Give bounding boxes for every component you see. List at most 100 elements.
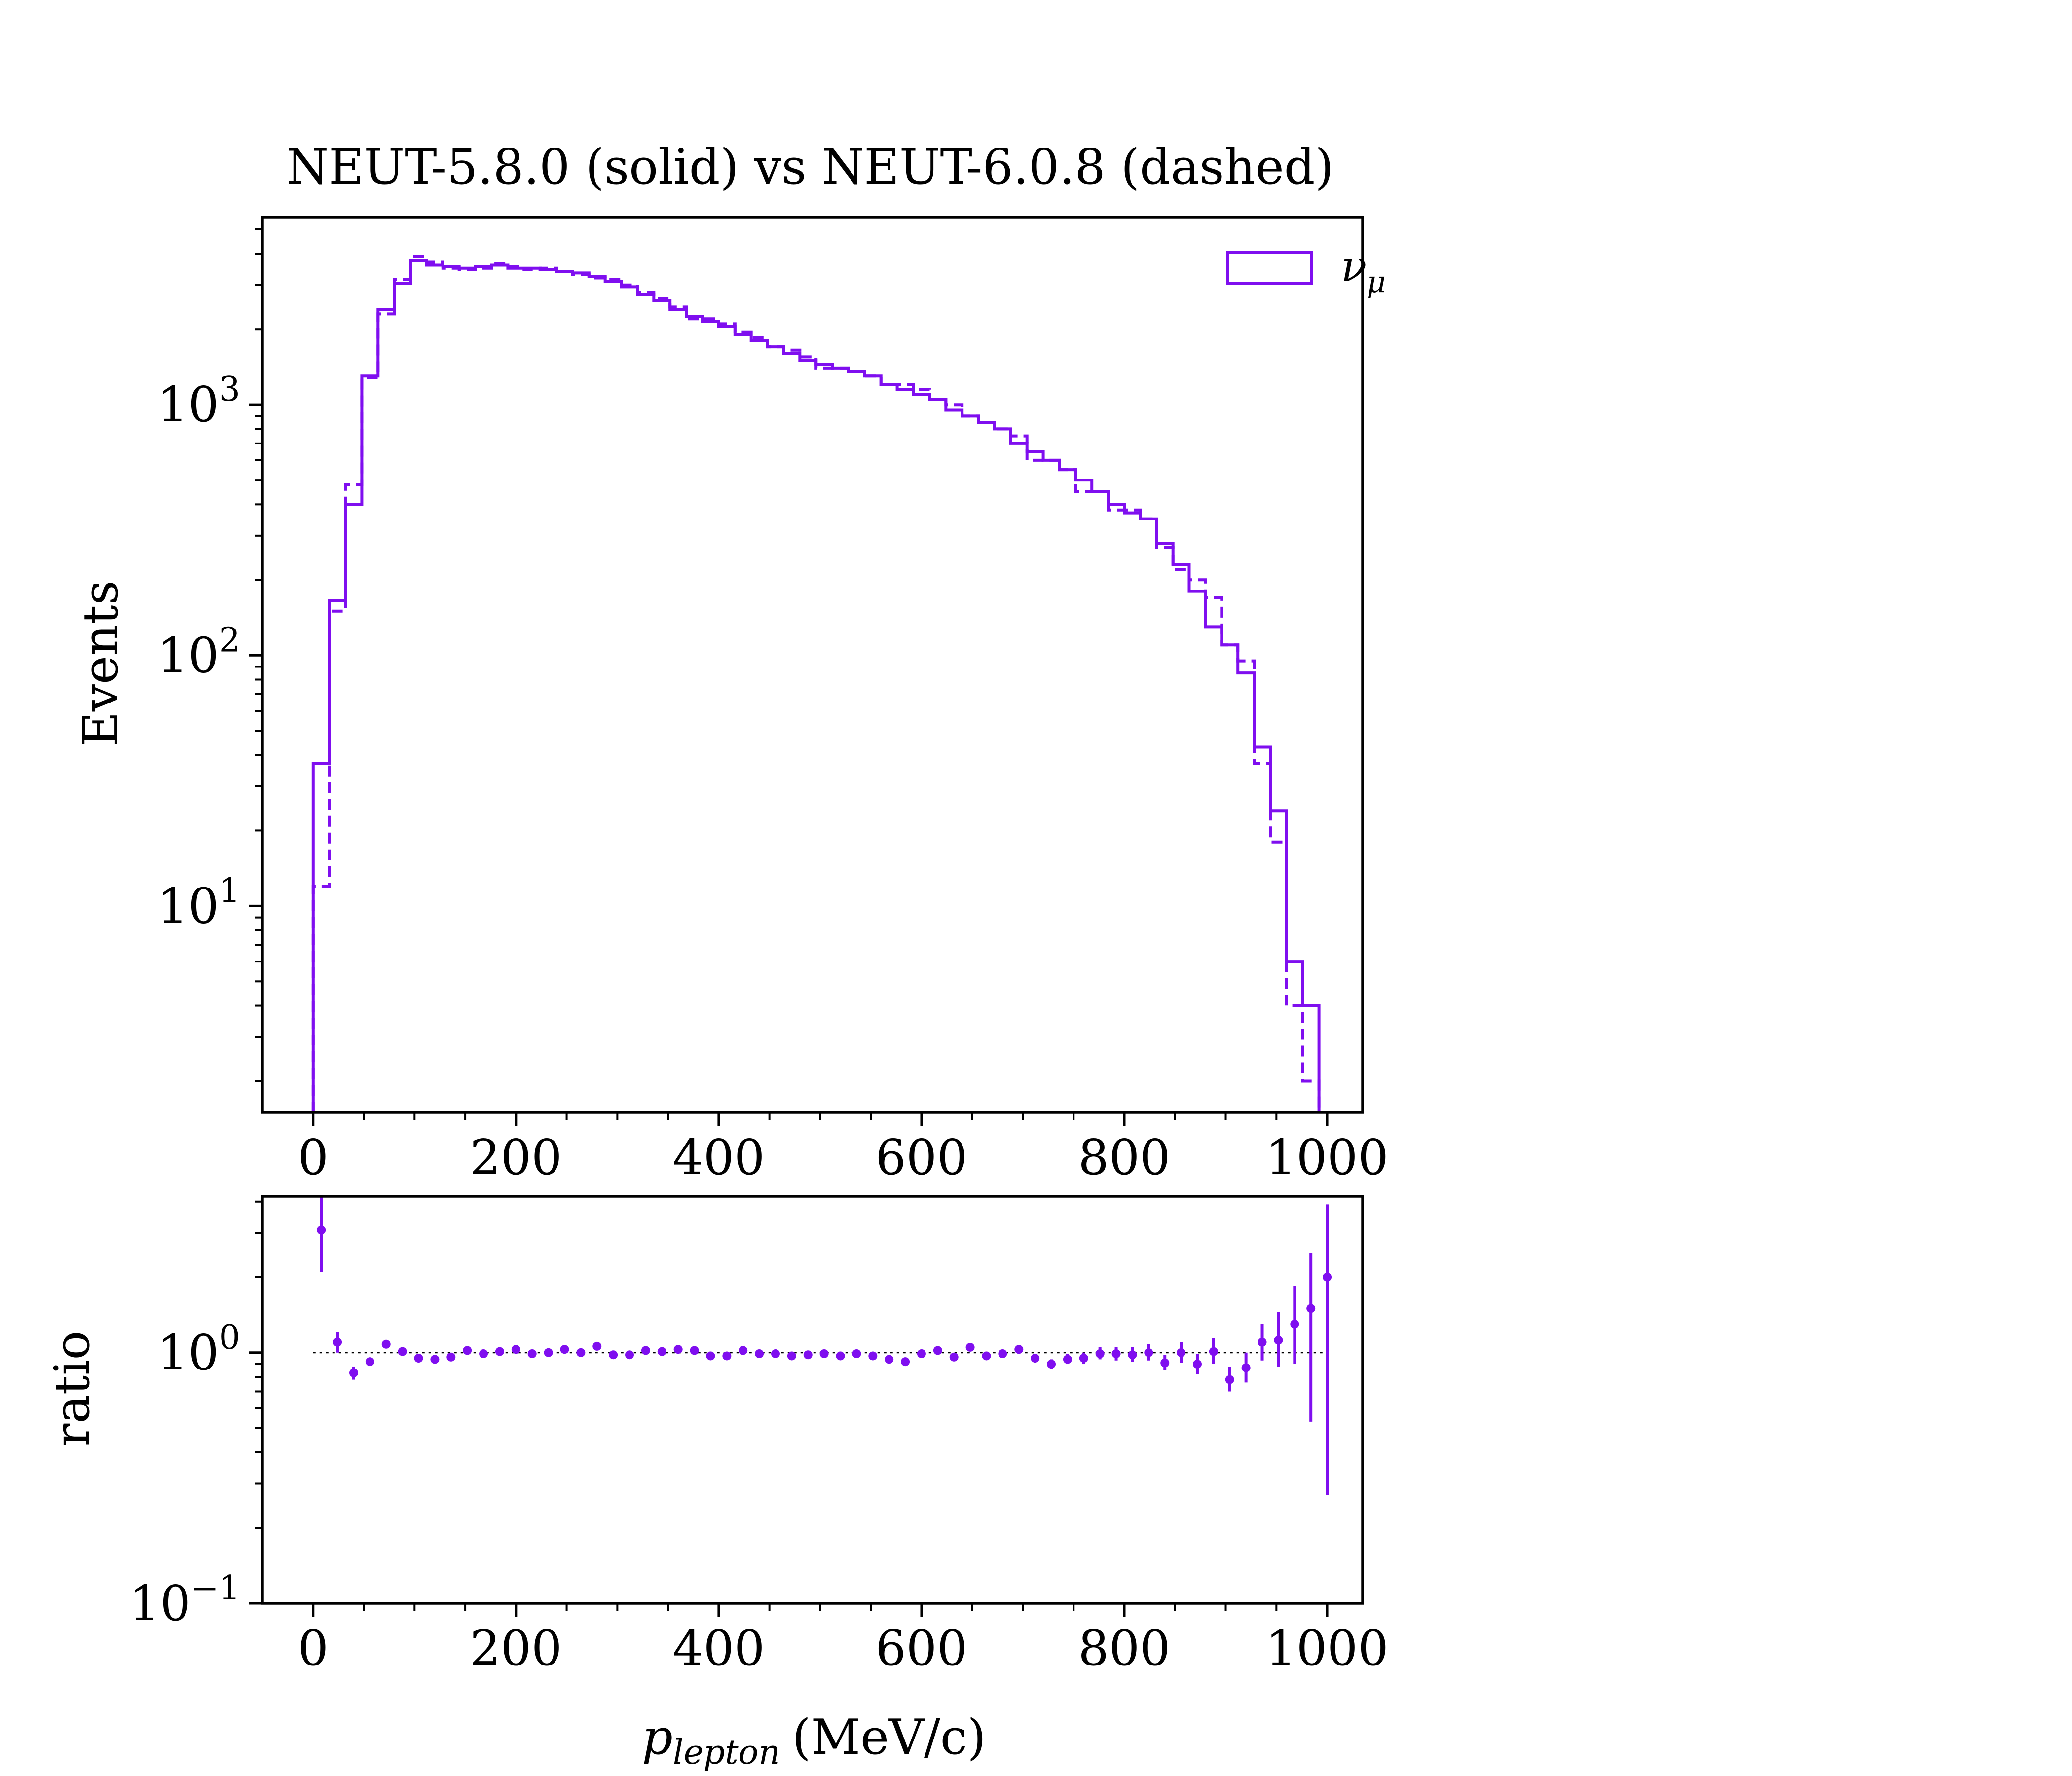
ratio-point (1209, 1347, 1218, 1356)
ratio-point (1323, 1272, 1332, 1282)
y-tick-exponent: 1 (219, 871, 240, 910)
ratio-point (706, 1351, 715, 1361)
ratio-point (885, 1355, 894, 1364)
ratio-point (479, 1349, 488, 1358)
x-tick-label-top: 800 (1078, 1130, 1170, 1186)
ratio-point (933, 1346, 942, 1355)
y-tick-label-bottom: 10−1 (129, 1569, 240, 1632)
ratio-point (592, 1341, 602, 1351)
x-axis-label-unit: (MeV/c) (792, 1709, 986, 1766)
ratio-point (641, 1346, 650, 1355)
ratio-point (1144, 1348, 1153, 1357)
ratio-point (965, 1342, 975, 1352)
ratio-point (1047, 1360, 1056, 1369)
ratio-point (625, 1350, 634, 1360)
y-tick-exponent: 0 (219, 1318, 240, 1357)
ratio-point (1063, 1355, 1072, 1364)
x-axis-label-base: p (642, 1709, 673, 1766)
ratio-point (1095, 1349, 1105, 1358)
ratio-point (755, 1349, 764, 1358)
ratio-point (836, 1351, 845, 1361)
histogram-dashed-series (311, 255, 1321, 1112)
ratio-point (771, 1349, 780, 1358)
histogram-layer (311, 255, 1321, 1112)
ratio-point (949, 1352, 959, 1362)
ratio-point (381, 1339, 391, 1349)
y-tick-label-top: 102 (157, 621, 240, 684)
x-tick-label-bottom: 200 (470, 1621, 562, 1677)
ratio-point (1241, 1363, 1251, 1372)
legend-label-base: ν (1341, 242, 1367, 292)
ratio-point (1290, 1319, 1299, 1329)
legend: νμ (1226, 242, 1386, 299)
y-tick-base: 10 (129, 1576, 191, 1632)
ratio-point (1031, 1354, 1040, 1363)
x-tick-label-top: 0 (298, 1130, 329, 1186)
ratio-point (982, 1351, 991, 1361)
ratio-point (803, 1350, 813, 1360)
ratio-point (349, 1368, 358, 1377)
ratio-point (787, 1351, 796, 1361)
ratio-point (819, 1349, 829, 1358)
x-tick-label-top: 600 (875, 1130, 967, 1186)
ratio-point (495, 1347, 504, 1356)
x-axis-ticks-bottom: 0 200 400 600 800 1000 (298, 1603, 1389, 1677)
ratio-point (398, 1347, 407, 1356)
x-tick-label-bottom: 800 (1078, 1621, 1170, 1677)
ratio-point (609, 1350, 618, 1360)
y-tick-base: 10 (157, 377, 219, 433)
ratio-point (852, 1349, 861, 1358)
ratio-point (901, 1357, 910, 1367)
ratio-point (527, 1349, 537, 1358)
x-tick-label-top: 400 (672, 1130, 765, 1186)
ratio-point (544, 1348, 553, 1357)
ratio-point (446, 1352, 456, 1362)
y-axis-label-events: Events (73, 580, 129, 747)
x-tick-label-bottom: 0 (298, 1621, 329, 1677)
x-tick-label-top: 1000 (1265, 1130, 1388, 1186)
x-tick-label-bottom: 400 (672, 1621, 765, 1677)
ratio-point (560, 1345, 569, 1354)
plot-frame-bottom (261, 1195, 1364, 1605)
ratio-point (1079, 1354, 1088, 1363)
ratio-point (1160, 1358, 1170, 1368)
y-tick-label-top: 101 (157, 871, 240, 934)
ratio-point (1306, 1304, 1316, 1313)
ratio-point (333, 1337, 342, 1347)
ratio-point (1128, 1350, 1137, 1360)
ratio-point (673, 1345, 683, 1354)
ratio-point (1192, 1360, 1202, 1369)
ratio-point (739, 1346, 748, 1355)
ratio-point (1014, 1345, 1024, 1354)
ratio-point (868, 1351, 878, 1361)
legend-swatch-nu-mu (1226, 251, 1313, 285)
y-tick-base: 10 (157, 628, 219, 684)
ratio-point (365, 1357, 374, 1367)
ratio-point (511, 1345, 520, 1354)
ratio-point (1225, 1375, 1234, 1384)
ratio-point (1111, 1349, 1121, 1358)
ratio-point (998, 1349, 1007, 1358)
x-tick-label-top: 200 (470, 1130, 562, 1186)
ratio-point (657, 1347, 666, 1356)
plot-frame-top (261, 216, 1364, 1114)
ratio-point (722, 1351, 732, 1361)
ratio-point (576, 1348, 586, 1357)
y-tick-base: 10 (157, 1325, 219, 1381)
x-axis-label: plepton (MeV/c) (642, 1709, 986, 1772)
x-tick-label-bottom: 1000 (1265, 1621, 1388, 1677)
chart-title: NEUT-5.8.0 (solid) vs NEUT-6.0.8 (dashed… (286, 139, 1333, 195)
y-tick-exponent: 3 (219, 370, 240, 409)
ratio-point (917, 1349, 926, 1358)
legend-label-nu-mu: νμ (1341, 242, 1386, 299)
events-panel: NEUT-5.8.0 (solid) vs NEUT-6.0.8 (dashed… (73, 139, 1389, 1186)
y-tick-exponent: 2 (219, 621, 240, 660)
ratio-point (317, 1225, 326, 1235)
ratio-point (1274, 1335, 1283, 1345)
ratio-point (463, 1346, 472, 1355)
